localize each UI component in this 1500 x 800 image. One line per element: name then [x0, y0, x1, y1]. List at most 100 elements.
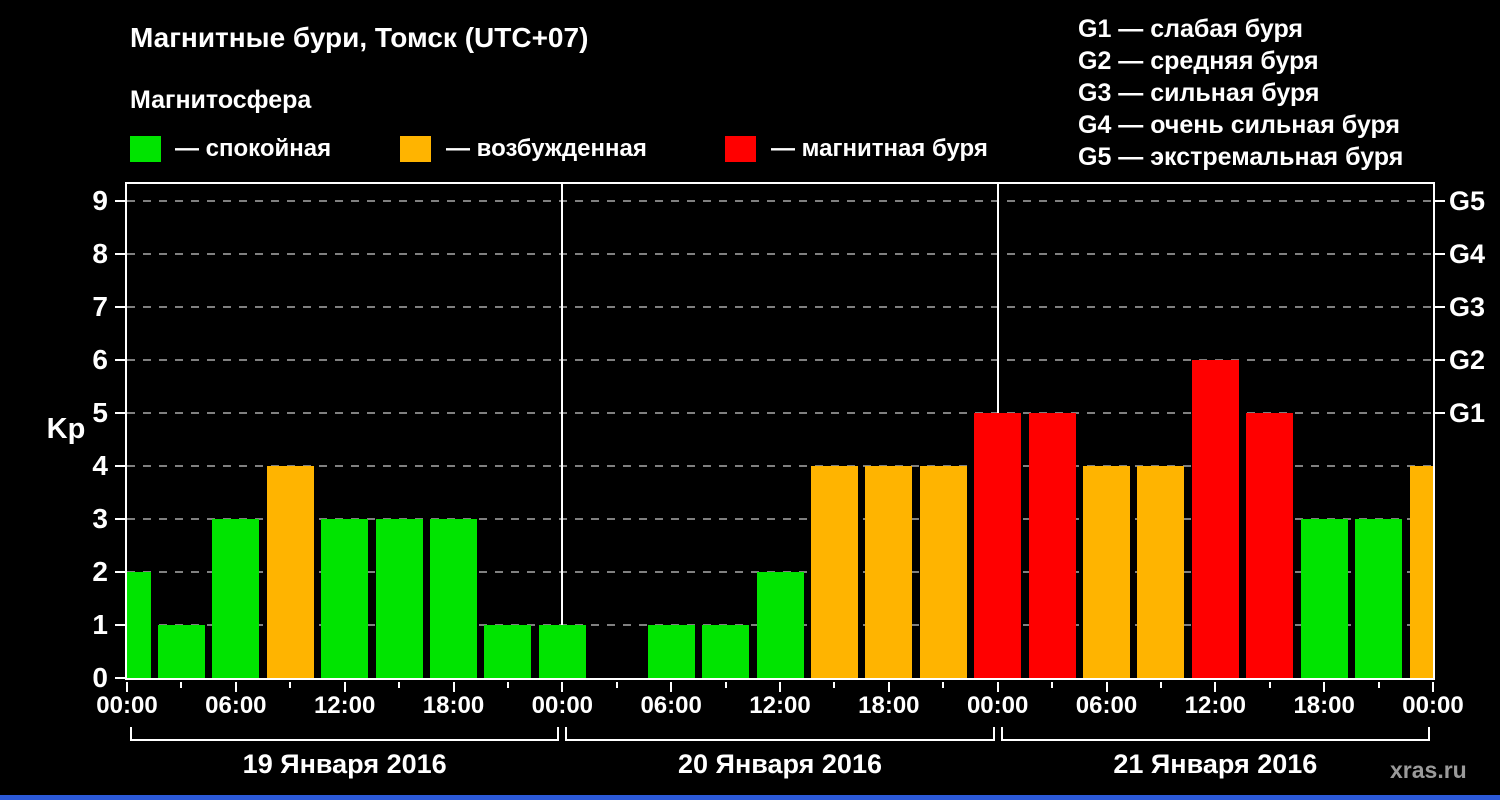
x-axis-time-label: 12:00 [749, 692, 811, 719]
storm-color-swatch [725, 136, 756, 162]
quiet-legend-label: — спокойная [175, 135, 332, 162]
g-scale-label: G4 [1449, 239, 1486, 269]
x-axis-time-label: 00:00 [1402, 692, 1464, 719]
x-axis-tick [1323, 682, 1326, 692]
footer-accent-bar [0, 795, 1500, 800]
day-bracket [1000, 739, 1430, 741]
y-axis-tick [115, 253, 125, 255]
xras-watermark: xras.ru [1390, 757, 1467, 783]
gridline-kp9 [127, 200, 1433, 202]
kp-bar [1191, 360, 1239, 678]
kp-bar [484, 625, 532, 678]
g4-legend-line: G4 — очень сильная буря [1078, 111, 1400, 139]
y-axis-label: 8 [92, 238, 108, 269]
gridline-kp6 [127, 359, 1433, 361]
x-axis-tick [398, 682, 401, 688]
quiet-color-swatch [130, 136, 161, 162]
y-axis-label: 0 [92, 662, 108, 693]
kp-bar [1137, 466, 1185, 678]
kp-bar [810, 466, 858, 678]
g-axis-tick [1435, 200, 1445, 202]
x-axis-tick [1105, 682, 1108, 692]
y-axis-label: 2 [92, 556, 108, 587]
kp-bar [375, 519, 423, 678]
x-axis-tick [1268, 682, 1271, 688]
g-scale-label: G5 [1449, 186, 1486, 216]
kp-bar [538, 625, 586, 678]
g1-legend-line: G1 — слабая буря [1078, 15, 1304, 43]
excited-color-swatch [400, 136, 431, 162]
x-axis-tick [996, 682, 999, 692]
x-axis-tick [1051, 682, 1054, 688]
y-axis-tick [115, 200, 125, 202]
g-axis-tick [1435, 253, 1445, 255]
kp-bar [1355, 519, 1403, 678]
y-axis-tick [115, 518, 125, 520]
g-axis-tick [1435, 359, 1445, 361]
g5-legend-line: G5 — экстремальная буря [1078, 143, 1404, 171]
kp-bar [919, 466, 967, 678]
y-axis-tick [115, 624, 125, 626]
y-axis-label: 9 [92, 185, 108, 216]
x-axis-tick [126, 682, 128, 692]
y-axis-tick [115, 677, 125, 679]
y-axis-tick [115, 412, 125, 414]
day-bracket [130, 739, 560, 741]
x-axis-tick [506, 682, 509, 688]
plot-area [125, 182, 1435, 680]
gridline-kp3 [127, 518, 1433, 520]
x-axis-time-label: 06:00 [640, 692, 702, 719]
x-axis-tick [887, 682, 890, 692]
kp-bar [1246, 413, 1294, 678]
x-axis-time-label: 18:00 [858, 692, 920, 719]
y-axis-label: 1 [92, 609, 108, 640]
x-axis-tick [779, 682, 781, 692]
gridline-kp5 [127, 412, 1433, 414]
x-axis-time-label: 00:00 [96, 692, 158, 719]
g-scale-label: G3 [1449, 292, 1486, 322]
x-axis-time-label: 12:00 [1184, 692, 1247, 719]
x-axis-tick [561, 682, 564, 692]
kp-bar [157, 625, 205, 678]
kp-bar [430, 519, 477, 678]
x-axis-tick [724, 682, 727, 688]
kp-bar [1409, 466, 1433, 678]
y-axis-tick [115, 359, 125, 361]
kp-bar [1300, 519, 1348, 678]
x-axis-tick [180, 682, 183, 688]
kp-bar [127, 572, 151, 678]
x-axis-tick [1214, 682, 1217, 692]
day-bracket [565, 739, 995, 741]
x-axis-tick [343, 682, 346, 692]
g-scale-legend: G1 — слабая буря G2 — средняя буря G3 — … [1078, 13, 1403, 173]
day-bracket-cap [992, 727, 995, 741]
x-axis-time-label: 12:00 [313, 692, 376, 719]
chart-title: Магнитные бури, Томск (UTC+07) [130, 22, 589, 53]
x-axis-tick [289, 682, 292, 688]
g3-legend-line: G3 — сильная буря [1078, 79, 1320, 107]
day-bracket-cap [565, 727, 568, 741]
kp-bar [647, 625, 695, 678]
x-axis-time-label: 06:00 [1075, 692, 1138, 719]
y-axis-tick [115, 571, 125, 573]
day-bracket-cap [557, 727, 560, 741]
gridline-kp4 [127, 465, 1433, 467]
y-axis-tick [115, 306, 125, 308]
x-axis-tick [615, 682, 618, 688]
g-axis-tick [1435, 412, 1445, 414]
y-axis-label: 7 [92, 291, 108, 322]
g2-legend-line: G2 — средняя буря [1078, 47, 1319, 75]
kp-bar [212, 519, 260, 678]
g-axis-tick [1435, 306, 1445, 308]
storm-legend-label: — магнитная буря [771, 135, 988, 162]
kp-bar [321, 519, 369, 678]
x-axis-time-label: 00:00 [966, 692, 1029, 719]
day-bracket-cap [130, 727, 132, 741]
kp-bar [756, 572, 804, 678]
day-bracket-cap [1000, 727, 1003, 741]
day-bracket-cap [1428, 727, 1430, 741]
x-axis-tick [234, 682, 237, 692]
y-axis-title: Kp [46, 413, 86, 445]
state-legend: — спокойная — возбужденная — магнитная б… [130, 135, 1090, 165]
g-scale-label: G1 [1449, 398, 1486, 428]
